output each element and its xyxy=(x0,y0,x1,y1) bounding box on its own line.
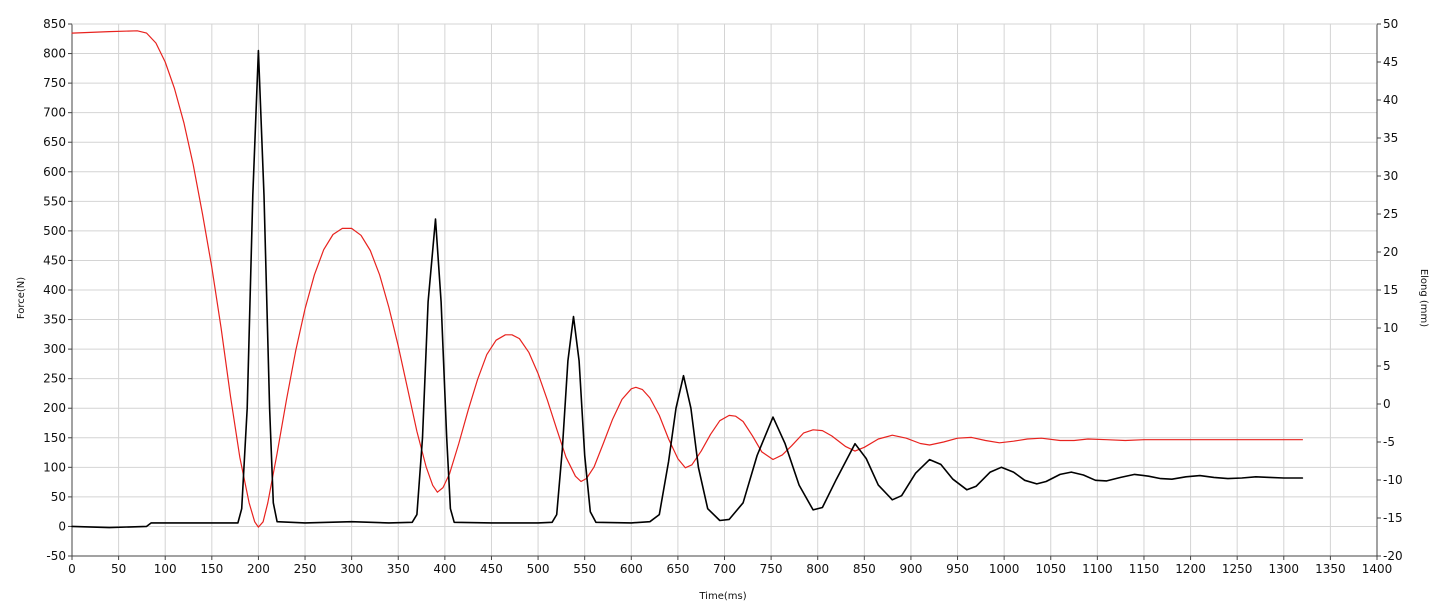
right-y-tick-label: 40 xyxy=(1383,93,1398,107)
x-tick-label: 1000 xyxy=(989,562,1020,576)
x-tick-label: 750 xyxy=(760,562,783,576)
left-y-tick-label: -50 xyxy=(46,549,66,563)
tick-labels: 0 50 100 150 200 250 300 350 400 450 500 550 600 650 7… xyxy=(43,17,1403,576)
left-y-tick-label: 200 xyxy=(43,401,66,415)
right-y-tick-label: 10 xyxy=(1383,321,1398,335)
x-tick-label: 0 xyxy=(68,562,76,576)
x-tick-label: 850 xyxy=(853,562,876,576)
left-y-tick-label: 50 xyxy=(51,490,66,504)
x-tick-label: 300 xyxy=(340,562,363,576)
x-tick-label: 550 xyxy=(573,562,596,576)
right-y-tick-label: 35 xyxy=(1383,131,1398,145)
left-y-tick-label: 600 xyxy=(43,165,66,179)
right-y-axis-title: Elong (mm) xyxy=(1418,269,1429,327)
x-tick-label: 1250 xyxy=(1222,562,1253,576)
right-y-tick-label: -5 xyxy=(1383,435,1395,449)
x-tick-label: 700 xyxy=(713,562,736,576)
x-tick-label: 1050 xyxy=(1035,562,1066,576)
left-y-tick-label: 700 xyxy=(43,106,66,120)
left-y-tick-label: 400 xyxy=(43,283,66,297)
x-tick-label: 500 xyxy=(527,562,550,576)
force-series-line xyxy=(71,49,1304,529)
left-y-tick-label: 450 xyxy=(43,253,66,267)
left-y-tick-label: 350 xyxy=(43,313,66,327)
gridlines xyxy=(71,23,1378,557)
left-y-tick-label: 0 xyxy=(58,519,66,533)
plot-series xyxy=(71,30,1304,529)
left-y-tick-label: 500 xyxy=(43,224,66,238)
right-y-tick-label: 5 xyxy=(1383,359,1391,373)
x-tick-label: 100 xyxy=(154,562,177,576)
right-y-tick-label: 45 xyxy=(1383,55,1398,69)
right-y-tick-label: 20 xyxy=(1383,245,1398,259)
x-tick-label: 950 xyxy=(946,562,969,576)
right-y-tick-label: -20 xyxy=(1383,549,1403,563)
left-y-tick-label: 300 xyxy=(43,342,66,356)
left-y-axis-title: Force(N) xyxy=(16,277,27,319)
left-y-tick-label: 550 xyxy=(43,194,66,208)
x-axis-title: Time(ms) xyxy=(698,591,746,602)
x-tick-label: 1200 xyxy=(1175,562,1206,576)
x-tick-label: 1100 xyxy=(1082,562,1113,576)
right-y-tick-label: 15 xyxy=(1383,283,1398,297)
x-tick-label: 450 xyxy=(480,562,503,576)
x-tick-label: 650 xyxy=(666,562,689,576)
x-tick-label: 800 xyxy=(806,562,829,576)
x-tick-label: 50 xyxy=(111,562,126,576)
right-y-tick-label: 0 xyxy=(1383,397,1391,411)
x-tick-label: 1350 xyxy=(1315,562,1346,576)
right-y-tick-label: 30 xyxy=(1383,169,1398,183)
left-y-tick-label: 100 xyxy=(43,460,66,474)
x-tick-label: 350 xyxy=(387,562,410,576)
left-y-tick-label: 150 xyxy=(43,431,66,445)
x-tick-label: 1300 xyxy=(1269,562,1300,576)
x-tick-label: 1150 xyxy=(1129,562,1160,576)
x-tick-label: 150 xyxy=(200,562,223,576)
x-tick-label: 900 xyxy=(899,562,922,576)
left-y-tick-label: 250 xyxy=(43,372,66,386)
right-y-tick-label: 50 xyxy=(1383,17,1398,31)
x-tick-label: 400 xyxy=(433,562,456,576)
x-tick-label: 250 xyxy=(294,562,317,576)
right-y-tick-label: -15 xyxy=(1383,511,1403,525)
left-y-tick-label: 650 xyxy=(43,135,66,149)
x-tick-label: 1400 xyxy=(1362,562,1393,576)
right-y-tick-label: 25 xyxy=(1383,207,1398,221)
x-tick-label: 600 xyxy=(620,562,643,576)
x-tick-label: 200 xyxy=(247,562,270,576)
right-y-tick-label: -10 xyxy=(1383,473,1403,487)
left-y-tick-label: 800 xyxy=(43,47,66,61)
axes xyxy=(68,23,1381,560)
left-y-tick-label: 850 xyxy=(43,17,66,31)
left-y-tick-label: 750 xyxy=(43,76,66,90)
